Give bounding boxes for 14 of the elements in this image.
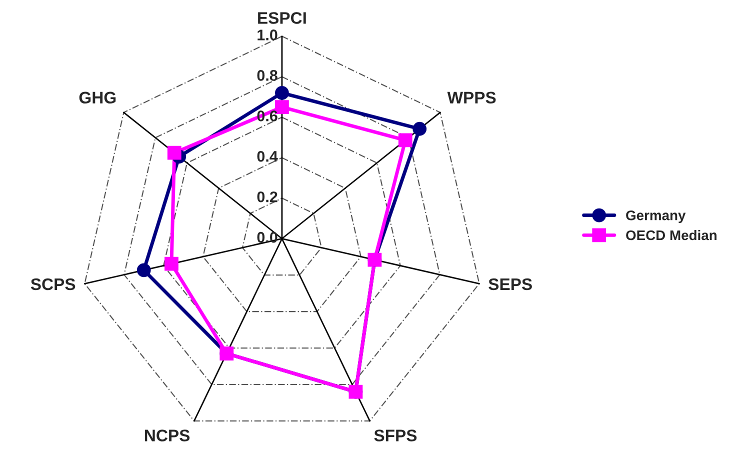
spoke-label: SFPS	[374, 430, 417, 442]
spoke-label: WPPS	[447, 92, 496, 104]
spoke-label: SEPS	[488, 278, 532, 290]
y-tick-label: 0.2	[257, 191, 278, 202]
y-tick-label: 0.4	[257, 150, 278, 162]
legend-label: OECD Median	[626, 230, 716, 240]
spoke-label: ESPCI	[258, 12, 306, 24]
spoke-label: GHG	[79, 92, 116, 104]
y-tick-label: 1.0	[258, 30, 278, 40]
legend-label: Germany	[626, 210, 686, 224]
y-tick-label: 0.0	[257, 232, 278, 243]
spoke-label: SCPS	[30, 278, 76, 290]
y-tick-label: 0.8	[257, 70, 278, 81]
spoke-label: NCPS	[145, 430, 190, 442]
